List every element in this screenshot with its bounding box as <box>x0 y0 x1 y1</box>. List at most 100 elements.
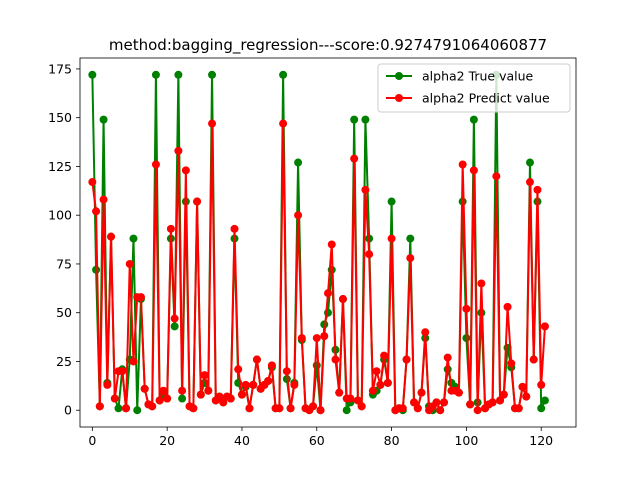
data-point <box>380 351 389 360</box>
data-point <box>365 250 374 259</box>
data-point <box>518 382 527 391</box>
data-point <box>533 185 542 194</box>
data-point <box>129 357 138 366</box>
data-point <box>107 232 116 241</box>
data-point <box>241 380 250 389</box>
y-tick-label: 50 <box>56 305 72 320</box>
data-point <box>267 361 276 370</box>
series-predict-value <box>88 119 549 415</box>
data-point <box>219 398 228 407</box>
data-point <box>208 70 217 79</box>
series-line <box>91 122 546 412</box>
data-point <box>252 355 261 364</box>
data-point <box>350 115 359 124</box>
data-point <box>514 404 523 413</box>
data-point <box>353 396 362 405</box>
data-point <box>170 314 179 323</box>
chart-title: method:bagging_regression---score:0.9274… <box>109 36 547 55</box>
data-point <box>324 289 332 298</box>
data-point <box>166 224 175 233</box>
legend-box <box>377 63 571 113</box>
data-point <box>402 355 411 364</box>
data-point <box>361 115 370 124</box>
data-point <box>496 396 505 405</box>
data-point <box>406 234 415 243</box>
legend-label: alpha2 True value <box>422 69 534 84</box>
data-point <box>174 70 183 79</box>
data-point <box>230 224 239 233</box>
data-point <box>466 400 475 409</box>
data-point <box>114 404 123 413</box>
data-point <box>118 367 127 376</box>
data-point <box>151 70 160 79</box>
data-point <box>95 402 104 411</box>
data-point <box>99 115 108 124</box>
x-tick-label: 120 <box>529 433 553 448</box>
y-tick-label: 0 <box>64 403 72 418</box>
data-point <box>410 398 419 407</box>
data-point <box>155 396 164 405</box>
data-point <box>436 406 445 415</box>
data-point <box>237 390 246 399</box>
data-point <box>376 380 385 389</box>
data-point <box>249 380 258 389</box>
data-point <box>357 402 366 411</box>
data-point <box>316 406 325 415</box>
data-point <box>88 178 97 187</box>
data-point <box>469 115 478 124</box>
data-point <box>204 386 213 395</box>
data-point <box>335 388 344 397</box>
x-tick-label: 0 <box>88 433 96 448</box>
data-point <box>387 197 396 206</box>
data-point <box>387 234 396 243</box>
data-point <box>477 279 486 288</box>
data-point <box>148 402 157 411</box>
data-point <box>346 394 355 403</box>
data-point <box>361 185 370 194</box>
y-tick-label: 125 <box>48 159 72 174</box>
data-point <box>462 304 471 313</box>
y-tick-label: 100 <box>48 208 72 223</box>
data-point <box>499 390 508 399</box>
data-point <box>92 207 101 216</box>
data-point <box>439 398 448 407</box>
data-point <box>417 388 426 397</box>
data-point <box>507 359 516 368</box>
data-point <box>488 398 497 407</box>
y-tick-label: 175 <box>48 61 72 76</box>
x-tick-label: 20 <box>159 433 175 448</box>
data-point <box>193 197 202 206</box>
data-point <box>294 158 303 167</box>
data-point <box>151 160 160 169</box>
data-point <box>275 404 284 413</box>
data-point <box>522 392 531 401</box>
data-point <box>529 355 538 364</box>
legend-marker <box>395 72 403 80</box>
data-point <box>170 322 179 331</box>
data-point <box>215 392 224 401</box>
y-tick-label: 25 <box>56 354 72 369</box>
data-point <box>92 265 101 274</box>
data-point <box>290 380 299 389</box>
data-point <box>312 334 321 343</box>
data-point <box>133 406 142 415</box>
data-point <box>178 394 187 403</box>
plot-area: 0 20 40 60 80 100 120 0 25 50 75 100 125 150 175 <box>48 57 577 448</box>
data-point <box>200 371 209 380</box>
x-tick-label: 100 <box>454 433 478 448</box>
data-point <box>432 398 441 407</box>
data-point <box>297 334 306 343</box>
data-point <box>196 390 205 399</box>
data-point <box>383 378 392 387</box>
data-point <box>279 70 288 79</box>
data-point <box>286 404 295 413</box>
data-point <box>525 158 534 167</box>
y-tick-label: 75 <box>56 256 72 271</box>
data-point <box>103 380 112 389</box>
x-tick-label: 40 <box>234 433 250 448</box>
data-point <box>125 259 134 268</box>
data-point <box>234 365 243 374</box>
data-point <box>178 386 187 395</box>
data-point <box>537 380 546 389</box>
